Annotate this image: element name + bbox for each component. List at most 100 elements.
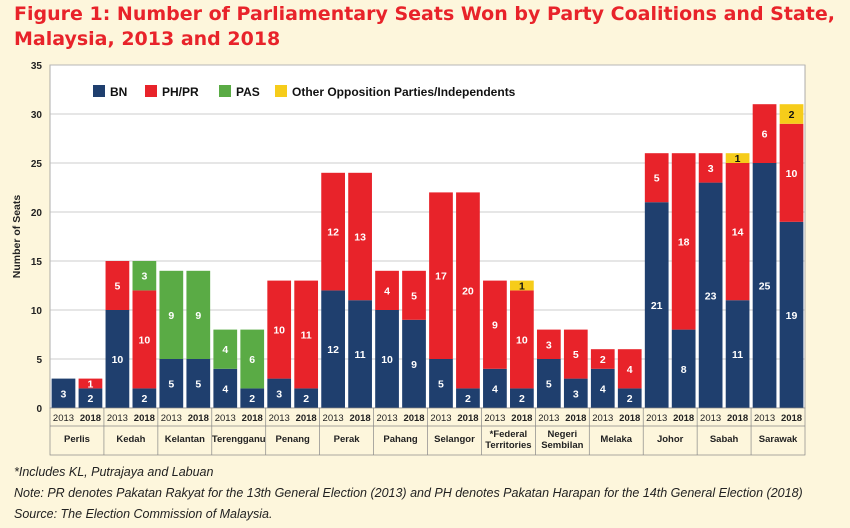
footnote-coalition-names: Note: PR denotes Pakatan Rakyat for the … — [14, 486, 803, 500]
bar-segment — [725, 153, 750, 163]
bar-segment — [348, 300, 372, 408]
x-year-label: 2013 — [592, 413, 613, 424]
bar-segment — [402, 270, 426, 320]
data-label: 2 — [465, 393, 471, 405]
x-year-label: 2013 — [215, 413, 236, 424]
bar-segment — [159, 359, 184, 408]
bar-segment — [267, 280, 292, 379]
x-state-label: Pahang — [383, 434, 418, 445]
data-label: 2 — [627, 393, 633, 405]
bar-segment — [510, 280, 534, 291]
x-year-label: 2018 — [457, 413, 478, 424]
bar-segment — [348, 172, 372, 301]
data-label: 10 — [786, 168, 798, 180]
x-year-label: 2018 — [511, 413, 532, 424]
data-label: 3 — [141, 271, 147, 283]
x-state-label: Sarawak — [759, 434, 798, 445]
x-state-label: *Federal Territories — [485, 429, 531, 451]
bar-segment — [752, 163, 777, 408]
legend-label: PH/PR — [162, 85, 199, 99]
data-label: 10 — [381, 354, 393, 366]
bar-segment — [671, 329, 696, 408]
bar-segment — [671, 153, 696, 330]
bar-segment — [779, 221, 804, 408]
x-year-label: 2018 — [673, 413, 694, 424]
data-label: 6 — [762, 129, 768, 141]
bar-segment — [159, 270, 184, 359]
legend-label: PAS — [236, 85, 260, 99]
data-label: 3 — [708, 163, 714, 175]
data-label: 4 — [492, 383, 498, 395]
bar-segment — [644, 153, 669, 203]
x-year-label: 2013 — [107, 413, 128, 424]
data-label: 9 — [168, 310, 174, 322]
x-year-label: 2018 — [403, 413, 424, 424]
data-label: 10 — [273, 325, 285, 337]
x-state-label: Johor — [657, 434, 684, 445]
x-year-label: 2018 — [781, 413, 802, 424]
bar-segment — [590, 349, 615, 369]
footnote-federal-territories: *Includes KL, Putrajaya and Labuan — [14, 465, 214, 479]
data-label: 3 — [61, 388, 67, 400]
data-label: 5 — [411, 290, 417, 302]
bar-segment — [105, 261, 130, 310]
bar-segment — [644, 202, 669, 408]
bar-segment — [294, 280, 319, 389]
data-label: 2 — [789, 109, 795, 121]
bar-segment — [698, 182, 723, 408]
x-state-label: Perak — [334, 434, 361, 445]
bar-segment — [590, 368, 615, 408]
data-label: 10 — [112, 354, 124, 366]
bar-segment — [483, 280, 507, 369]
data-label: 4 — [600, 383, 606, 395]
bar-segment — [563, 329, 588, 379]
bar-segment — [132, 388, 157, 408]
data-label: 4 — [222, 344, 228, 356]
bar-segment — [456, 192, 480, 389]
data-label: 4 — [222, 383, 228, 395]
y-tick-label: 35 — [31, 61, 43, 72]
data-label: 5 — [573, 349, 579, 361]
y-tick-label: 15 — [31, 257, 43, 268]
data-label: 6 — [249, 354, 255, 366]
x-state-label: Kelantan — [165, 434, 205, 445]
footnotes: *Includes KL, Putrajaya and Labuan Note:… — [14, 462, 844, 525]
x-state-label: Negeri Sembilan — [541, 429, 583, 451]
legend-swatch — [275, 85, 287, 97]
x-year-label: 2013 — [161, 413, 182, 424]
x-state-label: Sabah — [710, 434, 739, 445]
bar-segment — [321, 172, 345, 291]
data-label: 11 — [355, 349, 366, 361]
data-label: 5 — [654, 173, 660, 185]
legend-swatch — [145, 85, 157, 97]
data-label: 25 — [759, 281, 771, 293]
legend-swatch — [219, 85, 231, 97]
data-label: 2 — [303, 393, 309, 405]
x-year-label: 2018 — [565, 413, 586, 424]
x-year-label: 2013 — [700, 413, 721, 424]
data-label: 21 — [651, 300, 663, 312]
x-year-label: 2013 — [323, 413, 344, 424]
bar-segment — [779, 104, 804, 124]
data-label: 13 — [354, 232, 366, 244]
data-label: 1 — [735, 153, 741, 165]
data-label: 5 — [195, 379, 201, 391]
data-label: 5 — [114, 281, 120, 293]
x-year-label: 2013 — [538, 413, 559, 424]
data-label: 2 — [519, 393, 525, 405]
y-tick-label: 25 — [31, 159, 43, 170]
data-label: 2 — [88, 393, 94, 405]
data-label: 2 — [141, 393, 147, 405]
x-year-label: 2013 — [376, 413, 397, 424]
bar-segment — [375, 270, 399, 310]
data-label: 3 — [546, 339, 552, 351]
x-state-label: Terengganu — [212, 434, 266, 445]
x-year-label: 2018 — [80, 413, 101, 424]
y-tick-label: 5 — [36, 355, 42, 366]
data-label: 20 — [462, 285, 474, 297]
bar-segment — [456, 388, 480, 408]
x-state-label: Kedah — [116, 434, 145, 445]
bar-segment — [510, 290, 534, 389]
y-tick-label: 10 — [31, 306, 43, 317]
bar-segment — [294, 388, 319, 408]
